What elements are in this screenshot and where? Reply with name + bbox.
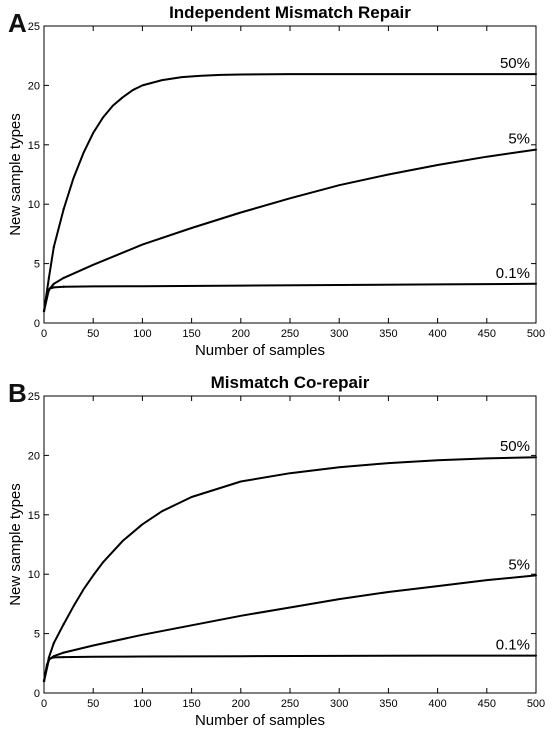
plot-frame: [43, 25, 537, 324]
y-tick-label: 10: [28, 569, 40, 581]
x-tick-label: 150: [182, 328, 200, 340]
data-point: [62, 622, 65, 626]
series-label: 50%: [500, 55, 530, 72]
x-tick-label: 250: [281, 698, 299, 710]
y-tick-label: 5: [34, 629, 40, 641]
series-label: 5%: [508, 556, 530, 573]
y-tick-label: 25: [28, 21, 40, 33]
x-tick-label: 200: [232, 328, 250, 340]
data-point: [62, 207, 65, 211]
series-label: 0.1%: [496, 637, 530, 654]
panel-label-b: B: [8, 378, 27, 408]
y-tick-label: 10: [28, 199, 40, 211]
data-point: [48, 657, 52, 660]
series-line-0.1%: [43, 282, 537, 313]
x-tick-label: 350: [379, 698, 397, 710]
data-point: [45, 663, 49, 666]
x-tick-label: 350: [379, 328, 397, 340]
data-point: [52, 642, 55, 645]
data-point: [45, 293, 49, 296]
x-axis-label: Number of samples: [195, 712, 325, 729]
plot-frame: [43, 395, 537, 694]
series-line-50%: [43, 456, 537, 683]
data-point: [52, 286, 55, 289]
x-tick-label: 0: [41, 328, 47, 340]
data-point: [47, 276, 51, 279]
x-tick-label: 450: [478, 328, 496, 340]
y-tick-label: 20: [28, 80, 40, 92]
x-tick-label: 300: [330, 328, 348, 340]
data-point: [62, 285, 65, 288]
chart-panel-a: A Independent Mismatch Repair 0 50 100 150 20…: [0, 0, 554, 360]
panel-label-a: A: [8, 8, 27, 38]
chart-panel-b: B Mismatch Co-repair 0 50 100 150 200 250 300 35…: [0, 370, 554, 730]
data-point: [42, 310, 46, 313]
data-point: [62, 276, 65, 279]
y-axis-label: New sample types: [7, 113, 24, 236]
data-point: [48, 287, 52, 290]
x-tick-label: 500: [527, 328, 545, 340]
x-tick-label: 500: [527, 698, 545, 710]
chart-title: Mismatch Co-repair: [211, 373, 370, 392]
series-line-0.1%: [43, 654, 537, 683]
data-point: [52, 282, 55, 285]
x-axis-label: Number of samples: [195, 342, 325, 359]
y-tick-label: 0: [34, 688, 40, 700]
chart-title: Independent Mismatch Repair: [169, 3, 411, 22]
data-point: [62, 651, 65, 654]
x-tick-label: 0: [41, 698, 47, 710]
x-tick-label: 150: [182, 698, 200, 710]
y-tick-label: 15: [28, 510, 40, 522]
y-tick-label: 25: [28, 391, 40, 403]
y-tick-label: 0: [34, 318, 40, 330]
x-tick-label: 100: [133, 328, 151, 340]
x-tick-label: 50: [87, 328, 99, 340]
x-tick-label: 450: [478, 698, 496, 710]
x-tick-label: 100: [133, 698, 151, 710]
series-line-5%: [43, 574, 537, 683]
data-point: [42, 680, 46, 683]
x-tick-label: 400: [428, 328, 446, 340]
data-point: [62, 656, 65, 659]
y-axis-label: New sample types: [7, 483, 24, 606]
x-tick-label: 400: [428, 698, 446, 710]
y-tick-label: 20: [28, 450, 40, 462]
series-label: 0.1%: [496, 265, 530, 282]
data-point: [52, 656, 55, 659]
y-tick-label: 15: [28, 140, 40, 152]
series-label: 5%: [508, 131, 530, 148]
x-tick-label: 250: [281, 328, 299, 340]
series-line-50%: [43, 73, 537, 313]
x-tick-label: 50: [87, 698, 99, 710]
x-tick-label: 200: [232, 698, 250, 710]
x-tick-label: 300: [330, 698, 348, 710]
series-line-5%: [43, 148, 537, 313]
series-label: 50%: [500, 438, 530, 455]
data-point: [52, 245, 55, 249]
y-tick-label: 5: [34, 259, 40, 271]
